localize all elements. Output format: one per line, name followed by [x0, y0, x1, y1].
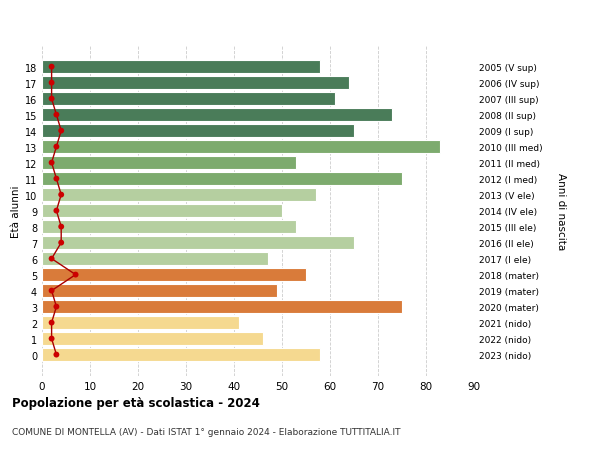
- Point: [56, 240, 66, 247]
- Point: [56, 191, 66, 199]
- Point: [47, 160, 56, 167]
- Bar: [42, 189, 316, 202]
- Bar: [42, 285, 277, 297]
- Text: Popolazione per età scolastica - 2024: Popolazione per età scolastica - 2024: [12, 396, 260, 409]
- Y-axis label: Età alunni: Età alunni: [11, 185, 20, 237]
- Point: [47, 287, 56, 295]
- Point: [47, 80, 56, 87]
- Point: [52, 207, 61, 215]
- Bar: [42, 77, 349, 90]
- Point: [47, 64, 56, 71]
- Point: [56, 224, 66, 231]
- Point: [52, 144, 61, 151]
- Y-axis label: Anni di nascita: Anni di nascita: [556, 173, 566, 250]
- Bar: [42, 300, 402, 313]
- Bar: [42, 141, 440, 154]
- Bar: [42, 61, 320, 74]
- Point: [71, 271, 80, 279]
- Point: [47, 319, 56, 326]
- Bar: [42, 252, 268, 266]
- Bar: [42, 157, 296, 170]
- Point: [47, 255, 56, 263]
- Bar: [42, 93, 335, 106]
- Bar: [42, 269, 306, 281]
- Bar: [42, 332, 263, 345]
- Text: COMUNE DI MONTELLA (AV) - Dati ISTAT 1° gennaio 2024 - Elaborazione TUTTITALIA.I: COMUNE DI MONTELLA (AV) - Dati ISTAT 1° …: [12, 427, 401, 436]
- Bar: [42, 125, 354, 138]
- Point: [52, 112, 61, 119]
- Bar: [42, 205, 282, 218]
- Point: [56, 128, 66, 135]
- Bar: [42, 221, 296, 234]
- Point: [52, 303, 61, 311]
- Bar: [42, 109, 392, 122]
- Point: [47, 335, 56, 342]
- Bar: [42, 236, 354, 250]
- Point: [47, 96, 56, 103]
- Bar: [42, 173, 402, 186]
- Point: [52, 175, 61, 183]
- Bar: [42, 348, 320, 361]
- Bar: [42, 316, 239, 330]
- Point: [52, 351, 61, 358]
